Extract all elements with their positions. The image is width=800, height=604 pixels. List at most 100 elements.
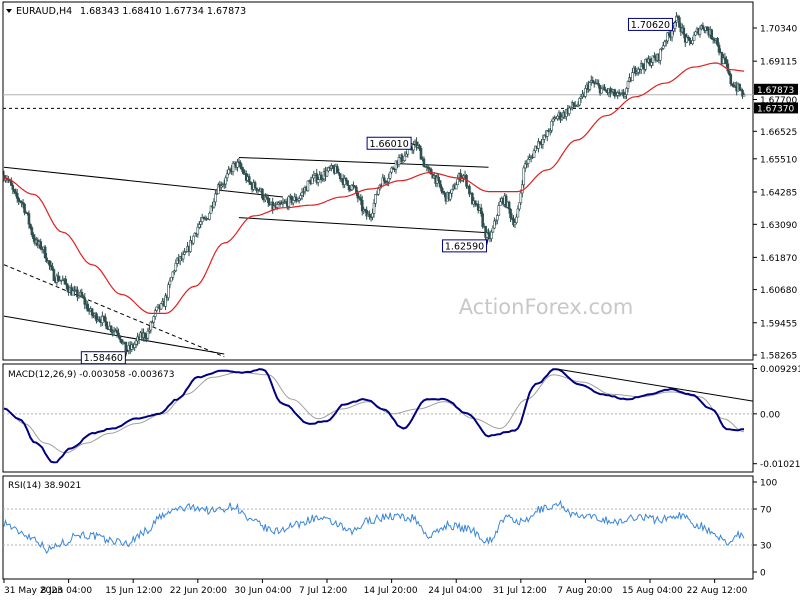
candle-body	[337, 172, 341, 174]
candle	[661, 41, 665, 50]
candle-body	[509, 208, 512, 219]
candle-body	[515, 216, 518, 223]
candle-body	[335, 165, 339, 173]
candle	[388, 171, 392, 181]
candle-body	[651, 55, 655, 63]
candle	[716, 36, 719, 47]
candle-body	[48, 260, 51, 266]
candle-body	[71, 290, 75, 296]
candle	[319, 171, 323, 184]
candle	[23, 202, 26, 216]
candle-body	[83, 297, 87, 305]
candle	[651, 55, 655, 67]
candle-body	[253, 182, 257, 189]
candle	[479, 203, 483, 217]
candle-body	[275, 204, 279, 208]
candle-body	[422, 158, 426, 167]
candle-body	[578, 97, 581, 106]
rsi-tick-label: 30	[760, 542, 772, 552]
price-panel[interactable]	[2, 1, 754, 361]
candle-body	[189, 240, 192, 252]
candle-body	[522, 167, 526, 186]
rsi-layer	[3, 499, 753, 555]
trendline-0	[3, 166, 284, 198]
price-tick-label: 1.70340	[760, 25, 797, 35]
candle	[27, 210, 31, 229]
candle	[532, 148, 536, 158]
candle	[382, 175, 386, 184]
candle-body	[688, 37, 691, 42]
candle-body	[133, 344, 136, 348]
candle-body	[588, 82, 592, 90]
candle-body	[174, 263, 178, 272]
candle	[631, 68, 634, 82]
candle	[403, 151, 407, 162]
candle-body	[710, 29, 713, 40]
candle-body	[377, 188, 380, 195]
candle	[192, 235, 195, 245]
candle-body	[170, 276, 173, 282]
price-tick-label: 1.67700	[760, 96, 797, 106]
candle	[214, 189, 217, 206]
candle	[325, 167, 329, 177]
candle	[644, 58, 647, 72]
candle-body	[729, 74, 733, 85]
candle-body	[11, 185, 15, 190]
axis-layer: 1.70340 1.69115 1.67700 1.66525 1.65510 1.642…	[3, 25, 800, 596]
candle	[545, 129, 549, 142]
candle-body	[242, 169, 245, 174]
candle-body	[726, 63, 730, 72]
time-tick-label: 7 Aug 20:00	[557, 586, 612, 596]
candle	[626, 80, 630, 93]
candle-body	[117, 332, 120, 337]
candle	[291, 200, 295, 206]
candle-body	[692, 34, 696, 41]
candle-body	[625, 88, 628, 95]
candle-body	[468, 185, 471, 195]
candle-body	[224, 177, 228, 185]
candle-body	[526, 158, 530, 164]
candle	[728, 70, 731, 76]
candle-body	[45, 257, 48, 263]
rsi-panel[interactable]	[2, 475, 754, 580]
candle	[397, 154, 401, 168]
candle	[215, 188, 219, 195]
annotation-box	[627, 17, 673, 31]
candle	[11, 183, 15, 195]
candle	[346, 180, 349, 186]
candle	[181, 250, 185, 263]
candle	[255, 187, 258, 193]
candle	[86, 300, 89, 312]
candle	[692, 31, 696, 41]
candle-body	[572, 102, 575, 106]
candle-body	[550, 121, 553, 131]
macd-panel[interactable]	[2, 363, 754, 473]
candle-body	[331, 165, 335, 169]
candle-body	[556, 115, 559, 120]
candle	[39, 238, 43, 251]
candle	[519, 189, 523, 206]
candle-body	[266, 197, 270, 203]
candle-body	[716, 38, 719, 46]
time-tick-label: 15 Jun 12:00	[105, 586, 162, 596]
candle-body	[532, 150, 536, 158]
dropdown-triangle-icon[interactable]	[6, 9, 12, 13]
candle-body	[212, 201, 216, 208]
candle-body	[65, 283, 69, 290]
candle-body	[691, 40, 694, 45]
candle	[316, 177, 320, 187]
price-tick-label: 1.60680	[760, 286, 797, 296]
candle-body	[360, 200, 364, 212]
candle-body	[124, 341, 128, 352]
candle	[710, 28, 713, 40]
candle	[520, 180, 524, 198]
candle-body	[479, 207, 483, 214]
candle	[490, 229, 493, 242]
candle-body	[397, 157, 401, 165]
price-annotation: 1.62590	[442, 237, 489, 253]
candle	[682, 25, 686, 39]
price-annotation: 1.70620	[627, 17, 677, 31]
candle	[377, 188, 380, 196]
